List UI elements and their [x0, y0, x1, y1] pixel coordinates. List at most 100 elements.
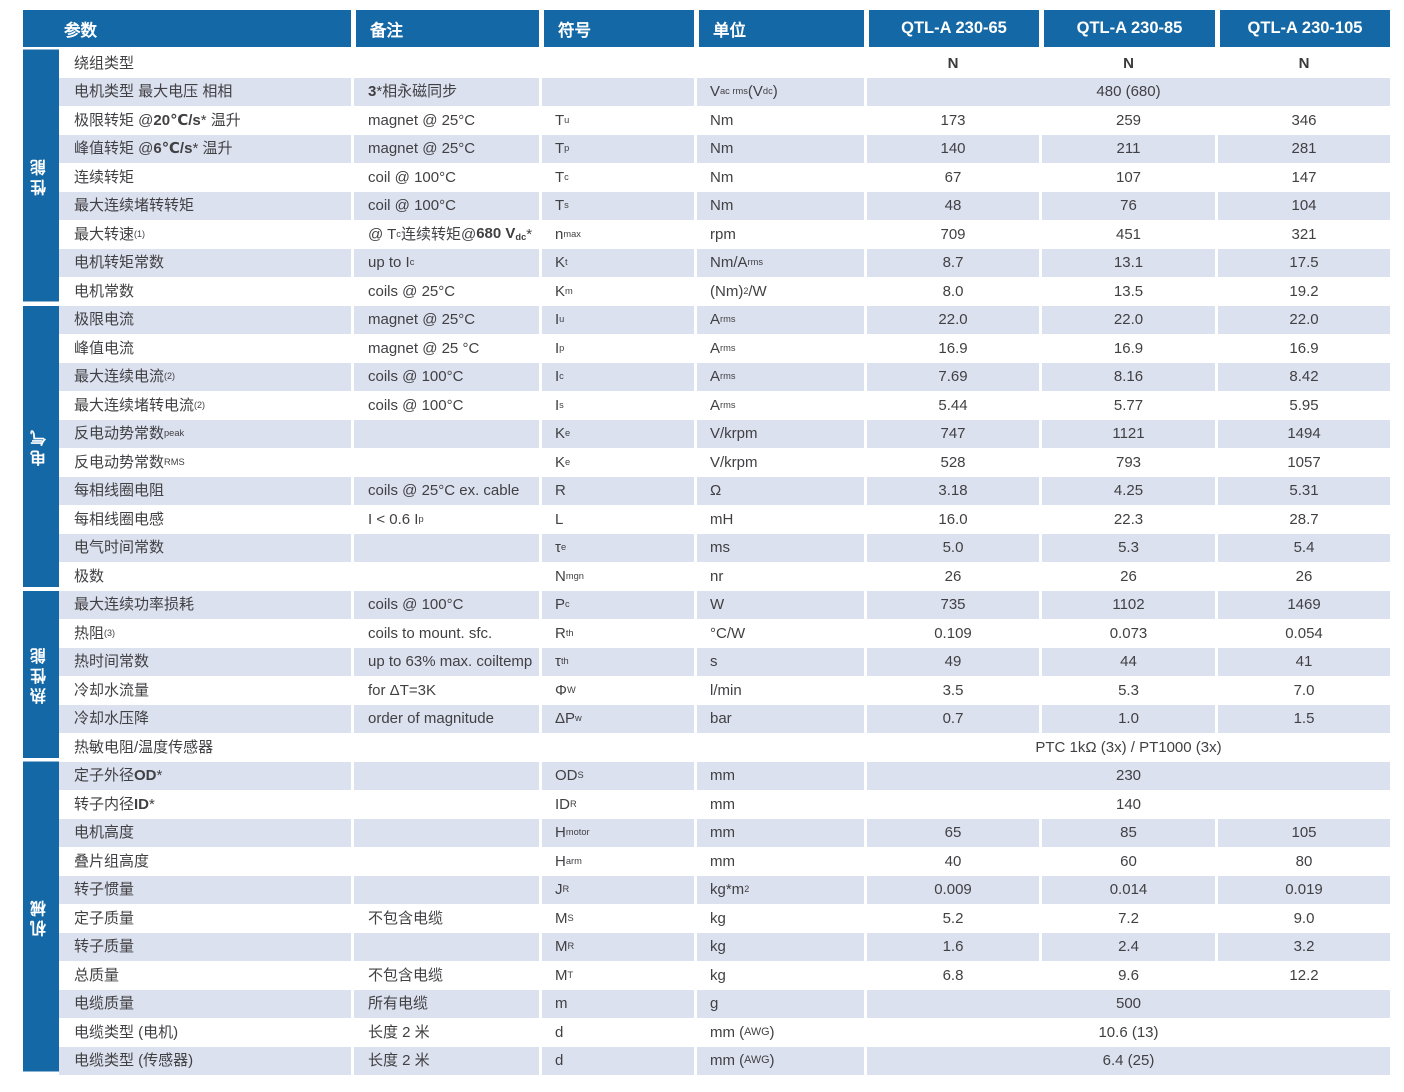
- note-cell: coils to mount. sfc.: [368, 624, 493, 642]
- param-cell: 热时间常数: [59, 647, 351, 676]
- value-span-cell: 140: [1115, 795, 1142, 813]
- value-span-cell: 10.6 (13): [1098, 1023, 1159, 1041]
- unit-cell: W: [694, 590, 864, 619]
- param-cell: 总质量: [74, 966, 120, 984]
- value-cell-model-1: 735: [864, 590, 1039, 619]
- unit-cell: l/min: [710, 681, 742, 699]
- header-cell-param: 参数: [23, 10, 351, 47]
- value-cell-model-1: 40: [944, 852, 962, 870]
- note-cell: coils @ 100°C: [351, 590, 539, 619]
- value-cell-model-1: 26: [944, 567, 962, 585]
- symbol-cell: L: [555, 510, 564, 528]
- value-cell-model-1: 7.69: [864, 362, 1039, 391]
- note-cell: [351, 932, 539, 961]
- value-cell-model-2: 0.073: [1109, 624, 1148, 642]
- section-label-electrical: 电气: [23, 305, 59, 587]
- value-cell-model-2: 793: [1115, 453, 1142, 471]
- note-cell: coils @ 25°C ex. cable: [351, 476, 539, 505]
- note-cell: coils @ 25°C: [368, 282, 456, 300]
- unit-cell: kg: [710, 966, 726, 984]
- value-cell-model-2: 2.4: [1039, 932, 1215, 961]
- unit-cell: mm (AWG): [710, 1023, 775, 1041]
- value-span-cell: 230: [864, 761, 1390, 790]
- value-cell-model-1: 8.0: [942, 282, 964, 300]
- value-cell-model-3: 80: [1295, 852, 1313, 870]
- note-cell: magnet @ 25°C: [351, 134, 539, 163]
- note-cell: [351, 419, 539, 448]
- value-cell-model-3: 104: [1215, 191, 1390, 220]
- value-cell-model-3: 0.054: [1285, 624, 1323, 642]
- symbol-cell: d: [539, 1046, 694, 1075]
- value-cell-model-3: 7.0: [1293, 681, 1315, 699]
- param-cell: 冷却水压降: [59, 704, 351, 733]
- symbol-cell: n max: [555, 225, 581, 243]
- symbol-cell: m: [539, 989, 694, 1018]
- value-cell-model-3: 1494: [1215, 419, 1390, 448]
- note-cell: [351, 533, 539, 562]
- header-cell-notes: 备注: [351, 10, 539, 47]
- symbol-cell: [539, 733, 694, 762]
- note-cell: [351, 49, 539, 78]
- note-cell: 3 *相永磁同步: [351, 77, 539, 106]
- table-row: 电气时间常数 τ e ms 5.0 5.3 5.4: [59, 533, 1390, 562]
- value-cell-model-1: 0.009: [864, 875, 1039, 904]
- header-cell-symbol: 符号: [539, 10, 694, 47]
- value-cell-model-2: 16.9: [1113, 339, 1144, 357]
- param-cell: 极限转矩 @ 20℃/s * 温升: [74, 111, 241, 129]
- note-cell: 长度 2 米: [368, 1023, 430, 1041]
- note-cell: [351, 761, 539, 790]
- value-cell-model-2: 22.0: [1039, 305, 1215, 334]
- param-cell: 绕组类型: [74, 54, 135, 72]
- note-cell: [351, 562, 539, 591]
- param-cell: 电机常数: [74, 282, 135, 300]
- param-cell: 反电动势常数 RMS: [74, 453, 185, 471]
- table-row: 热敏电阻/温度传感器 PTC 1kΩ (3x) / PT1000 (3x): [59, 733, 1390, 762]
- value-cell-model-3: 26: [1295, 567, 1313, 585]
- note-cell: up to 63% max. coiltemp: [351, 647, 539, 676]
- param-cell: 极限电流: [59, 305, 351, 334]
- value-cell-model-2: 60: [1120, 852, 1137, 870]
- table-row: 热时间常数 up to 63% max. coiltemp τ th s 49 44 41: [59, 647, 1390, 676]
- value-cell-model-1: 140: [864, 134, 1039, 163]
- param-cell: 反电动势常数 peak: [59, 419, 351, 448]
- header-cell-model-1: QTL-A 230-65: [864, 10, 1039, 47]
- note-cell: order of magnitude: [351, 704, 539, 733]
- value-cell-model-1: 6.8: [942, 966, 964, 984]
- param-cell: 电缆质量: [59, 989, 351, 1018]
- param-cell: 电机转矩常数: [59, 248, 351, 277]
- unit-cell: mm: [710, 852, 735, 870]
- value-cell-model-2: 1102: [1039, 590, 1215, 619]
- value-cell-model-2: 9.6: [1118, 966, 1139, 984]
- value-cell-model-2: 8.16: [1039, 362, 1215, 391]
- symbol-cell: τ th: [539, 647, 694, 676]
- value-cell-model-2: 4.25: [1039, 476, 1215, 505]
- unit-cell: (Nm) 2/W: [710, 282, 767, 300]
- value-cell-model-1: 709: [940, 225, 966, 243]
- motor-spec-table: 参数 备注 符号 单位 QTL-A 230-65 QTL-A 230-85 QT…: [23, 10, 1390, 1075]
- value-cell-model-1: 67: [944, 168, 962, 186]
- param-cell: 热阻 (3): [74, 624, 116, 642]
- unit-cell: Nm: [694, 134, 864, 163]
- value-cell-model-3: 8.42: [1215, 362, 1390, 391]
- value-cell-model-2: 22.3: [1113, 510, 1144, 528]
